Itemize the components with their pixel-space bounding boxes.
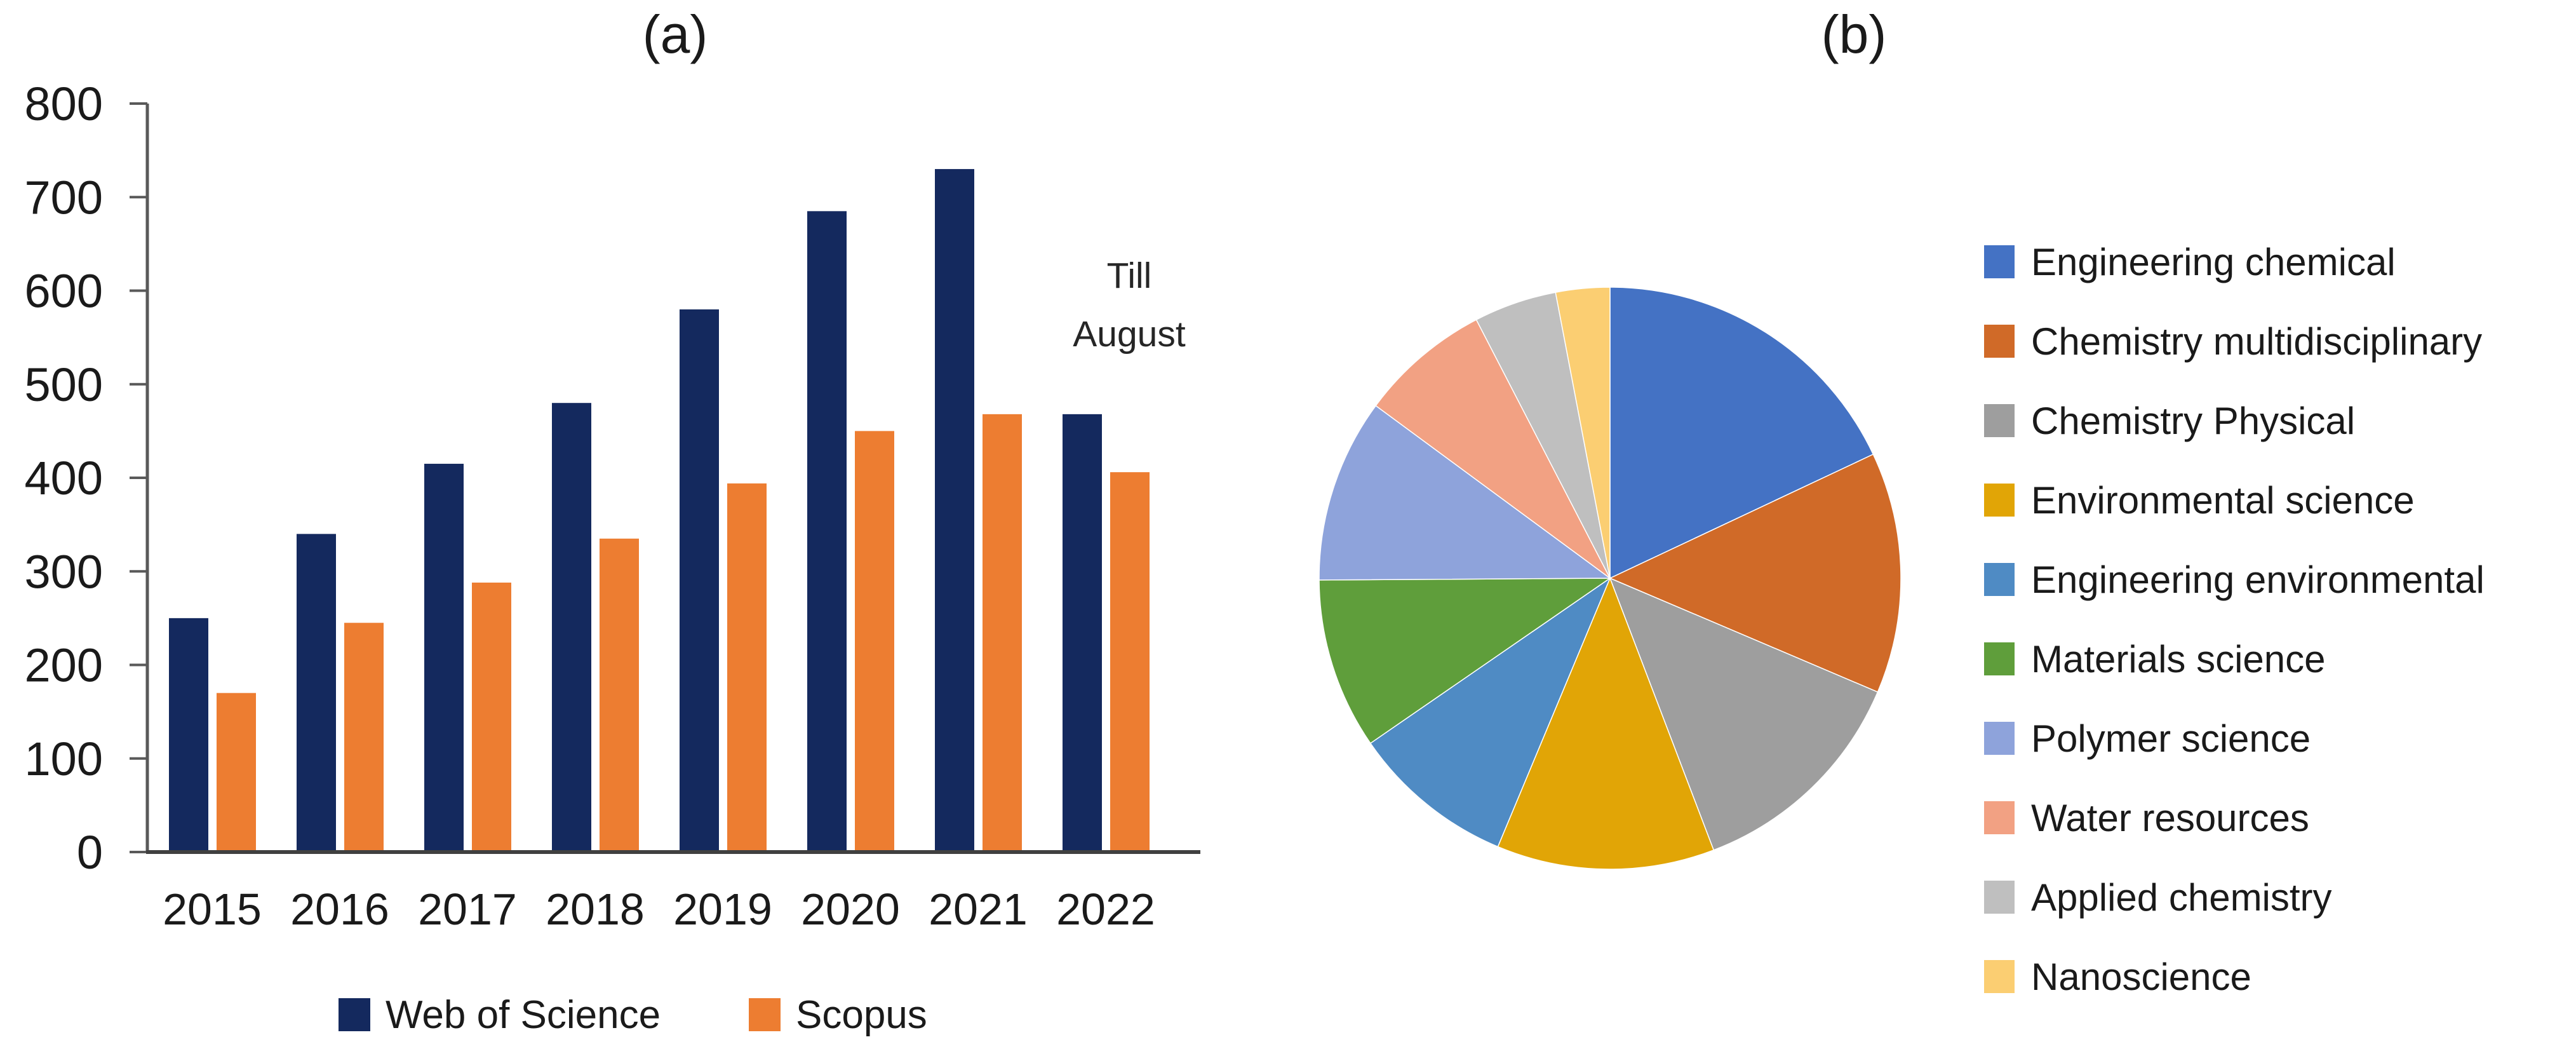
y-axis-label: 200	[25, 639, 103, 692]
legend-label-applied-chemistry: Applied chemistry	[2031, 876, 2332, 919]
pie-slice-engineering-environmental	[1369, 576, 1611, 848]
applied-chemistry-swatch	[1984, 881, 2015, 914]
chemistry-multidisciplinary-swatch	[1984, 325, 2015, 358]
pie-slice-chemistry-physical	[1609, 577, 1879, 851]
pie-slice-chemistry-multidisciplinary	[1609, 454, 1902, 693]
y-axis-label: 400	[25, 452, 103, 504]
bar-scopus-2018	[600, 538, 639, 852]
x-axis-label-2018: 2018	[546, 884, 645, 934]
legend-item-chemistry-physical: Chemistry Physical	[1984, 399, 2356, 442]
legend-label-water-resources: Water resources	[2031, 796, 2309, 839]
till-august-line1: Till	[1106, 255, 1152, 296]
x-axis-label-2022: 2022	[1056, 884, 1155, 934]
pie-slice-materials-science	[1318, 578, 1612, 744]
legend-item-web-of-science: Web of Science	[339, 986, 661, 1043]
web-of-science-swatch	[339, 998, 370, 1031]
bar-web-of-science-2015	[169, 618, 208, 852]
bar-scopus-2022	[1110, 472, 1150, 852]
materials-science-swatch	[1984, 642, 2015, 675]
legend-label-chemistry-physical: Chemistry Physical	[2031, 399, 2356, 442]
bar-chart: 0 100 200 300 400 500 600 700 800 2015 2016 2017 201…	[25, 78, 1200, 934]
nanoscience-swatch	[1984, 960, 2015, 993]
bar-web-of-science-2021	[935, 169, 974, 853]
panel-b: (b) Engineering chemical Chemistry multid…	[1270, 0, 2576, 1056]
environmental-science-swatch	[1984, 484, 2015, 517]
bar-web-of-science-2019	[680, 309, 719, 852]
y-axis-label: 800	[25, 78, 103, 130]
bar-chart-legend: Web of Science Scopus	[0, 986, 1270, 1043]
x-axis-label-2021: 2021	[929, 884, 1028, 934]
pie-slice-engineering-chemical	[1609, 287, 1874, 579]
y-axis-label: 100	[25, 733, 103, 785]
chemistry-physical-swatch	[1984, 404, 2015, 437]
legend-item-applied-chemistry: Applied chemistry	[1984, 876, 2332, 919]
bar-scopus-2020	[855, 431, 894, 852]
bar-web-of-science-2020	[807, 211, 847, 852]
legend-item-chemistry-multidisciplinary: Chemistry multidisciplinary	[1984, 320, 2483, 363]
scopus-swatch	[749, 998, 781, 1031]
pie-slice-water-resources	[1375, 319, 1611, 579]
y-axis-label: 0	[77, 826, 103, 879]
bar-web-of-science-2016	[297, 534, 336, 852]
engineering-chemical-swatch	[1984, 245, 2015, 278]
legend-label-chemistry-multidisciplinary: Chemistry multidisciplinary	[2031, 320, 2483, 363]
pie-slice-environmental-science	[1497, 576, 1715, 870]
x-axis-label-2015: 2015	[163, 884, 262, 934]
bar-scopus-2019	[727, 483, 767, 852]
x-axis-label-2020: 2020	[801, 884, 900, 934]
legend-item-environmental-science: Environmental science	[1984, 478, 2415, 522]
y-axis-label: 300	[25, 545, 103, 598]
legend-item-scopus: Scopus	[749, 986, 927, 1043]
panel-b-title: (b)	[1821, 4, 1887, 64]
till-august-annotation: Till August	[1034, 247, 1224, 364]
y-axis-label: 600	[25, 265, 103, 318]
bar-web-of-science-2018	[552, 403, 591, 852]
x-axis-label-2019: 2019	[673, 884, 772, 934]
y-axis-label: 700	[25, 171, 103, 224]
legend-label-nanoscience: Nanoscience	[2031, 955, 2251, 998]
bar-scopus-2017	[472, 582, 511, 852]
legend-item-polymer-science: Polymer science	[1984, 717, 2311, 760]
pie-slice-nanoscience	[1555, 287, 1611, 579]
web-of-science-label: Web of Science	[386, 992, 661, 1037]
legend-label-materials-science: Materials science	[2031, 637, 2326, 680]
bar-scopus-2015	[217, 693, 256, 852]
bar-web-of-science-2017	[424, 463, 464, 852]
scopus-label: Scopus	[796, 992, 927, 1037]
legend-item-engineering-environmental: Engineering environmental	[1984, 558, 2485, 601]
x-axis-label-2016: 2016	[290, 884, 389, 934]
panel-a: (a) 0 100 200 300 400 500 600 700 800 2015 2016 201…	[0, 0, 1270, 1056]
pie-legend: Engineering chemical Chemistry multidisci…	[1270, 0, 2576, 1056]
bar-web-of-science-2022	[1063, 414, 1102, 852]
panel-a-title: (a)	[642, 4, 708, 64]
legend-item-water-resources: Water resources	[1984, 796, 2309, 839]
bar-scopus-2021	[983, 414, 1022, 852]
legend-item-materials-science: Materials science	[1984, 637, 2326, 680]
pie-slice-polymer-science	[1318, 405, 1612, 581]
legend-label-polymer-science: Polymer science	[2031, 717, 2311, 760]
legend-item-engineering-chemical: Engineering chemical	[1984, 240, 2396, 283]
polymer-science-swatch	[1984, 722, 2015, 755]
legend-label-environmental-science: Environmental science	[2031, 478, 2415, 522]
engineering-environmental-swatch	[1984, 563, 2015, 596]
legend-label-engineering-chemical: Engineering chemical	[2031, 240, 2396, 283]
x-axis-label-2017: 2017	[418, 884, 517, 934]
pie-chart	[1318, 287, 1902, 870]
till-august-line2: August	[1073, 314, 1186, 355]
y-axis-label: 500	[25, 358, 103, 411]
legend-item-nanoscience: Nanoscience	[1984, 955, 2251, 998]
legend-label-engineering-environmental: Engineering environmental	[2031, 558, 2485, 601]
water-resources-swatch	[1984, 801, 2015, 834]
bar-scopus-2016	[344, 623, 384, 852]
